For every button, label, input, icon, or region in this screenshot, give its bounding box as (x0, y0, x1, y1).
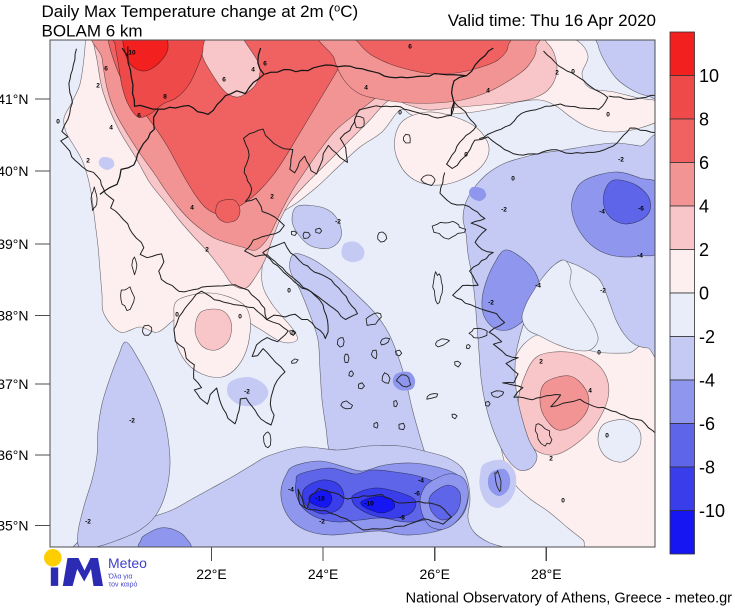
svg-text:0: 0 (287, 288, 291, 295)
svg-text:22°E: 22°E (196, 566, 227, 582)
svg-text:6: 6 (104, 66, 108, 73)
svg-text:4: 4 (699, 197, 709, 217)
svg-text:Daily Max Temperature change a: Daily Max Temperature change at 2m (oC) (42, 2, 359, 21)
svg-text:-6: -6 (638, 206, 644, 213)
svg-text:4: 4 (486, 88, 490, 95)
svg-text:26°E: 26°E (419, 566, 450, 582)
svg-text:-2: -2 (244, 389, 250, 396)
svg-text:0: 0 (699, 284, 709, 304)
svg-text:4: 4 (190, 205, 194, 212)
svg-text:41°N: 41°N (0, 91, 29, 107)
svg-text:-4: -4 (535, 283, 541, 290)
svg-text:-6: -6 (414, 491, 420, 498)
svg-text:39°N: 39°N (0, 236, 29, 252)
svg-text:0: 0 (464, 152, 468, 159)
svg-text:2: 2 (539, 359, 543, 366)
svg-text:-2: -2 (600, 288, 606, 295)
svg-text:4: 4 (364, 85, 368, 92)
svg-text:National Observatory of Athens: National Observatory of Athens, Greece -… (406, 591, 733, 607)
svg-text:2: 2 (96, 83, 100, 90)
svg-text:40°N: 40°N (0, 163, 29, 179)
svg-text:2: 2 (86, 158, 90, 165)
svg-text:8: 8 (699, 110, 709, 130)
svg-text:-4: -4 (599, 209, 605, 216)
svg-text:-10: -10 (315, 496, 325, 503)
svg-text:2: 2 (270, 194, 274, 201)
svg-text:0: 0 (238, 314, 242, 321)
svg-text:8: 8 (163, 94, 167, 101)
svg-text:Meteo: Meteo (108, 555, 147, 571)
svg-text:-4: -4 (699, 371, 715, 391)
svg-text:35°N: 35°N (0, 518, 29, 534)
svg-text:Valid time: Thu 16 Apr 2020: Valid time: Thu 16 Apr 2020 (448, 11, 656, 30)
svg-text:36°N: 36°N (0, 447, 29, 463)
svg-text:-2: -2 (488, 300, 494, 307)
svg-text:-2: -2 (699, 327, 715, 347)
svg-text:10: 10 (699, 66, 719, 86)
svg-text:6: 6 (263, 61, 267, 68)
svg-text:-4: -4 (288, 487, 294, 494)
svg-text:2: 2 (555, 70, 559, 77)
svg-text:-2: -2 (618, 157, 624, 164)
svg-text:τον καιρό: τον καιρό (109, 581, 138, 589)
svg-text:2: 2 (205, 247, 209, 254)
svg-text:-2: -2 (319, 519, 325, 526)
svg-text:0: 0 (511, 176, 515, 183)
svg-text:37°N: 37°N (0, 376, 29, 392)
svg-text:6: 6 (408, 44, 412, 51)
svg-text:-6: -6 (699, 414, 715, 434)
svg-text:6: 6 (222, 77, 226, 84)
svg-text:0: 0 (606, 112, 610, 119)
svg-text:10: 10 (128, 50, 136, 57)
svg-text:0: 0 (605, 433, 609, 440)
svg-text:-8: -8 (399, 515, 405, 522)
svg-text:0: 0 (291, 331, 295, 338)
svg-text:-4: -4 (637, 253, 643, 260)
svg-text:4: 4 (588, 388, 592, 395)
svg-text:0: 0 (175, 312, 179, 319)
svg-text:-10: -10 (699, 501, 725, 521)
svg-text:6: 6 (137, 113, 141, 120)
svg-text:4: 4 (109, 125, 113, 132)
svg-text:-10: -10 (364, 501, 374, 508)
svg-text:2: 2 (549, 456, 553, 463)
svg-text:4: 4 (251, 67, 255, 74)
svg-text:Όλα για: Όλα για (108, 574, 133, 581)
svg-text:38°N: 38°N (0, 308, 29, 324)
svg-text:0: 0 (597, 350, 601, 357)
svg-text:-2: -2 (335, 219, 341, 226)
svg-text:0: 0 (56, 119, 60, 126)
svg-text:24°E: 24°E (308, 566, 339, 582)
svg-text:0: 0 (561, 498, 565, 505)
svg-text:-4: -4 (418, 478, 424, 485)
svg-text:-2: -2 (129, 418, 135, 425)
svg-text:28°E: 28°E (531, 566, 562, 582)
svg-text:-2: -2 (85, 519, 91, 526)
svg-text:0: 0 (398, 110, 402, 117)
svg-text:6: 6 (699, 153, 709, 173)
svg-text:-8: -8 (699, 458, 715, 478)
svg-text:2: 2 (699, 240, 709, 260)
svg-text:-2: -2 (501, 207, 507, 214)
svg-text:BOLAM 6 km: BOLAM 6 km (42, 22, 143, 41)
svg-text:0: 0 (571, 69, 575, 76)
